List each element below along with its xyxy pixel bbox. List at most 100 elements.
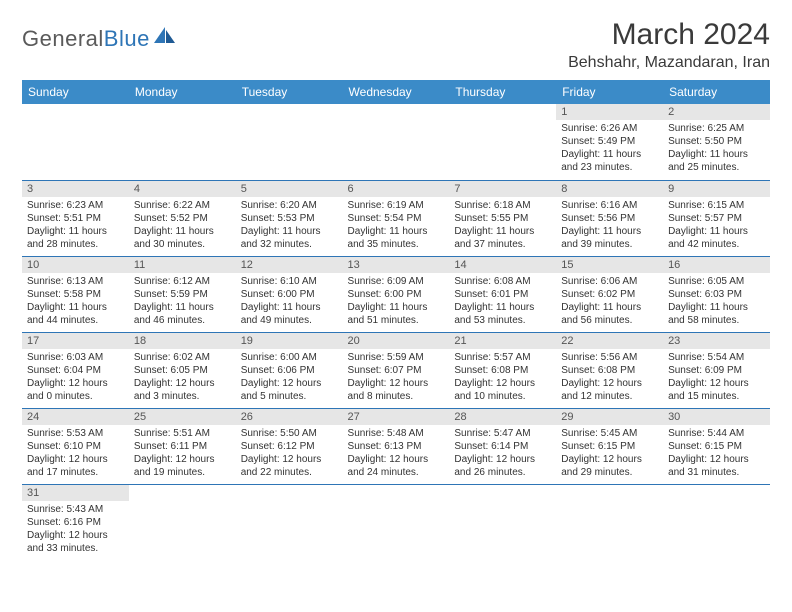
day-number [343,104,450,120]
calendar-week-row: 24Sunrise: 5:53 AMSunset: 6:10 PMDayligh… [22,408,770,484]
day-number: 16 [663,257,770,273]
logo-text-gray: General [22,26,104,51]
day-number: 12 [236,257,343,273]
calendar-day-cell: 11Sunrise: 6:12 AMSunset: 5:59 PMDayligh… [129,256,236,332]
day-details: Sunrise: 6:06 AMSunset: 6:02 PMDaylight:… [556,273,663,331]
day-details: Sunrise: 5:44 AMSunset: 6:15 PMDaylight:… [663,425,770,483]
day-details: Sunrise: 5:56 AMSunset: 6:08 PMDaylight:… [556,349,663,407]
day-number: 14 [449,257,556,273]
day-number: 31 [22,485,129,501]
day-number [236,485,343,501]
day-number [22,104,129,120]
calendar-day-cell: 25Sunrise: 5:51 AMSunset: 6:11 PMDayligh… [129,408,236,484]
calendar-day-cell: 5Sunrise: 6:20 AMSunset: 5:53 PMDaylight… [236,180,343,256]
day-details: Sunrise: 6:08 AMSunset: 6:01 PMDaylight:… [449,273,556,331]
day-details: Sunrise: 6:10 AMSunset: 6:00 PMDaylight:… [236,273,343,331]
calendar-day-cell: 4Sunrise: 6:22 AMSunset: 5:52 PMDaylight… [129,180,236,256]
day-number: 28 [449,409,556,425]
day-number: 30 [663,409,770,425]
calendar-day-cell: 24Sunrise: 5:53 AMSunset: 6:10 PMDayligh… [22,408,129,484]
calendar-day-cell: 3Sunrise: 6:23 AMSunset: 5:51 PMDaylight… [22,180,129,256]
calendar-day-cell [449,484,556,560]
weekday-header: Sunday [22,80,129,104]
weekday-header: Wednesday [343,80,450,104]
logo: GeneralBlue [22,26,176,52]
day-details: Sunrise: 6:22 AMSunset: 5:52 PMDaylight:… [129,197,236,255]
calendar-week-row: 3Sunrise: 6:23 AMSunset: 5:51 PMDaylight… [22,180,770,256]
day-number: 24 [22,409,129,425]
day-number [236,104,343,120]
calendar-table: SundayMondayTuesdayWednesdayThursdayFrid… [22,80,770,560]
location: Behshahr, Mazandaran, Iran [568,54,770,72]
weekday-header: Thursday [449,80,556,104]
calendar-day-cell [236,484,343,560]
calendar-day-cell: 23Sunrise: 5:54 AMSunset: 6:09 PMDayligh… [663,332,770,408]
weekday-header-row: SundayMondayTuesdayWednesdayThursdayFrid… [22,80,770,104]
day-number: 21 [449,333,556,349]
day-details: Sunrise: 5:57 AMSunset: 6:08 PMDaylight:… [449,349,556,407]
calendar-week-row: 1Sunrise: 6:26 AMSunset: 5:49 PMDaylight… [22,104,770,180]
day-number: 11 [129,257,236,273]
day-details: Sunrise: 6:26 AMSunset: 5:49 PMDaylight:… [556,120,663,178]
sail-icon [154,27,176,50]
calendar-day-cell [343,484,450,560]
calendar-day-cell [129,104,236,180]
calendar-day-cell [449,104,556,180]
calendar-day-cell: 21Sunrise: 5:57 AMSunset: 6:08 PMDayligh… [449,332,556,408]
day-number: 5 [236,181,343,197]
day-number: 15 [556,257,663,273]
day-details: Sunrise: 6:16 AMSunset: 5:56 PMDaylight:… [556,197,663,255]
calendar-day-cell: 31Sunrise: 5:43 AMSunset: 6:16 PMDayligh… [22,484,129,560]
calendar-day-cell: 15Sunrise: 6:06 AMSunset: 6:02 PMDayligh… [556,256,663,332]
day-number: 17 [22,333,129,349]
day-number [556,485,663,501]
day-details: Sunrise: 5:47 AMSunset: 6:14 PMDaylight:… [449,425,556,483]
day-details: Sunrise: 5:51 AMSunset: 6:11 PMDaylight:… [129,425,236,483]
calendar-day-cell: 8Sunrise: 6:16 AMSunset: 5:56 PMDaylight… [556,180,663,256]
calendar-day-cell [236,104,343,180]
day-number: 8 [556,181,663,197]
day-details: Sunrise: 6:09 AMSunset: 6:00 PMDaylight:… [343,273,450,331]
day-number: 19 [236,333,343,349]
calendar-day-cell: 22Sunrise: 5:56 AMSunset: 6:08 PMDayligh… [556,332,663,408]
calendar-day-cell: 2Sunrise: 6:25 AMSunset: 5:50 PMDaylight… [663,104,770,180]
day-number: 22 [556,333,663,349]
day-details: Sunrise: 5:48 AMSunset: 6:13 PMDaylight:… [343,425,450,483]
day-number: 29 [556,409,663,425]
calendar-day-cell: 14Sunrise: 6:08 AMSunset: 6:01 PMDayligh… [449,256,556,332]
day-number: 13 [343,257,450,273]
day-details: Sunrise: 6:19 AMSunset: 5:54 PMDaylight:… [343,197,450,255]
calendar-day-cell: 7Sunrise: 6:18 AMSunset: 5:55 PMDaylight… [449,180,556,256]
day-details: Sunrise: 6:00 AMSunset: 6:06 PMDaylight:… [236,349,343,407]
day-number [343,485,450,501]
month-title: March 2024 [568,18,770,52]
calendar-day-cell [129,484,236,560]
calendar-day-cell [343,104,450,180]
day-details: Sunrise: 5:54 AMSunset: 6:09 PMDaylight:… [663,349,770,407]
day-number: 18 [129,333,236,349]
day-details: Sunrise: 5:43 AMSunset: 6:16 PMDaylight:… [22,501,129,559]
calendar-day-cell: 19Sunrise: 6:00 AMSunset: 6:06 PMDayligh… [236,332,343,408]
day-number [449,485,556,501]
day-number: 20 [343,333,450,349]
calendar-body: 1Sunrise: 6:26 AMSunset: 5:49 PMDaylight… [22,104,770,560]
day-details: Sunrise: 6:02 AMSunset: 6:05 PMDaylight:… [129,349,236,407]
day-number [663,485,770,501]
calendar-day-cell: 9Sunrise: 6:15 AMSunset: 5:57 PMDaylight… [663,180,770,256]
calendar-day-cell: 20Sunrise: 5:59 AMSunset: 6:07 PMDayligh… [343,332,450,408]
calendar-day-cell: 1Sunrise: 6:26 AMSunset: 5:49 PMDaylight… [556,104,663,180]
day-number: 26 [236,409,343,425]
calendar-day-cell [22,104,129,180]
calendar-day-cell: 29Sunrise: 5:45 AMSunset: 6:15 PMDayligh… [556,408,663,484]
day-details: Sunrise: 6:12 AMSunset: 5:59 PMDaylight:… [129,273,236,331]
day-number: 6 [343,181,450,197]
calendar-day-cell: 27Sunrise: 5:48 AMSunset: 6:13 PMDayligh… [343,408,450,484]
day-details: Sunrise: 6:05 AMSunset: 6:03 PMDaylight:… [663,273,770,331]
title-block: March 2024 Behshahr, Mazandaran, Iran [568,18,770,72]
day-details: Sunrise: 6:23 AMSunset: 5:51 PMDaylight:… [22,197,129,255]
day-number: 1 [556,104,663,120]
day-number: 2 [663,104,770,120]
day-details: Sunrise: 5:59 AMSunset: 6:07 PMDaylight:… [343,349,450,407]
day-number [129,485,236,501]
day-details: Sunrise: 5:50 AMSunset: 6:12 PMDaylight:… [236,425,343,483]
